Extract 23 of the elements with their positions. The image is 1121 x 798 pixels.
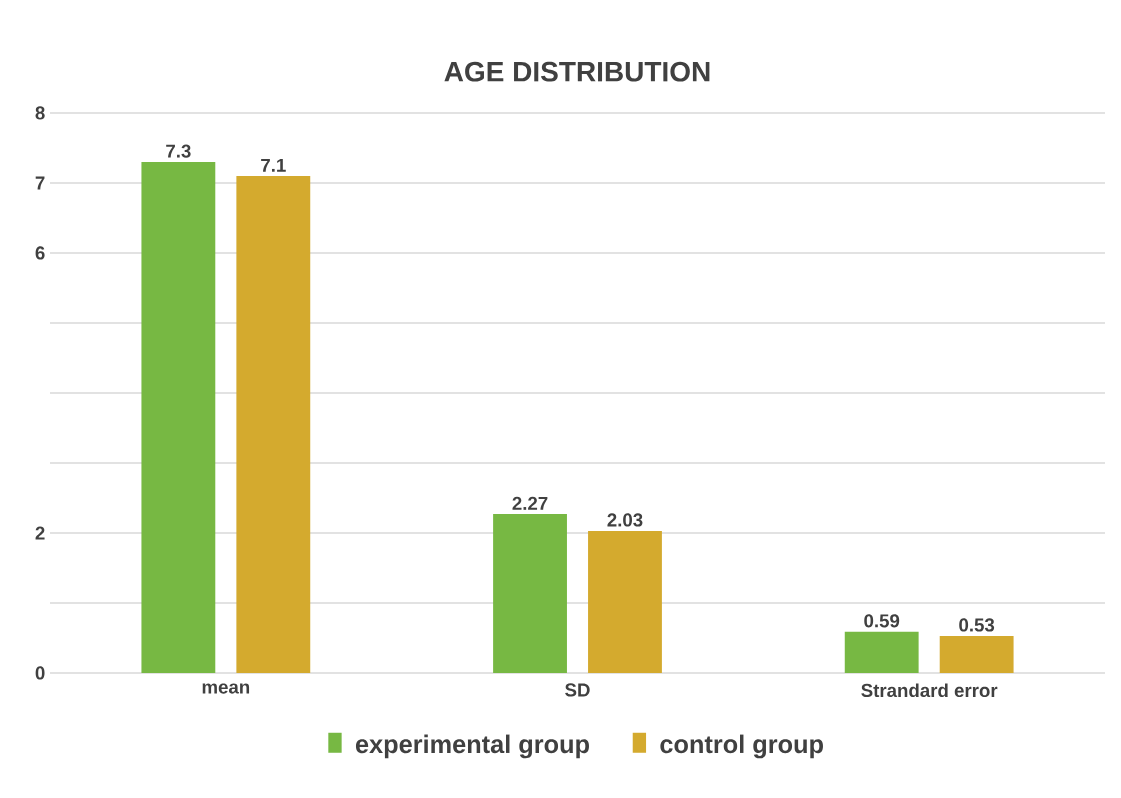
legend-label: control group xyxy=(660,734,823,759)
data-label: 0.53 xyxy=(959,618,995,632)
bar xyxy=(588,530,662,673)
bar xyxy=(939,635,1014,673)
bar xyxy=(844,631,919,673)
x-tick-label: mean xyxy=(202,683,250,694)
data-label: 2.03 xyxy=(607,513,643,527)
legend-label: experimental group xyxy=(355,734,589,759)
y-tick-label: 7 xyxy=(35,176,45,190)
x-tick-label: SD xyxy=(565,683,590,697)
y-tick-label: 8 xyxy=(35,106,45,120)
data-label: 7.1 xyxy=(261,158,286,172)
bar xyxy=(141,161,216,673)
y-tick-label: 2 xyxy=(35,526,45,540)
bar xyxy=(236,175,311,673)
bar xyxy=(493,514,567,673)
y-tick-label: 0 xyxy=(35,666,45,680)
data-label: 0.59 xyxy=(864,614,900,628)
chart-title: AGE DISTRIBUTION xyxy=(444,61,710,82)
data-label: 2.27 xyxy=(512,496,548,510)
data-label: 7.3 xyxy=(166,144,191,158)
y-tick-label: 6 xyxy=(35,246,45,260)
x-tick-label: Strandard error xyxy=(861,683,998,698)
